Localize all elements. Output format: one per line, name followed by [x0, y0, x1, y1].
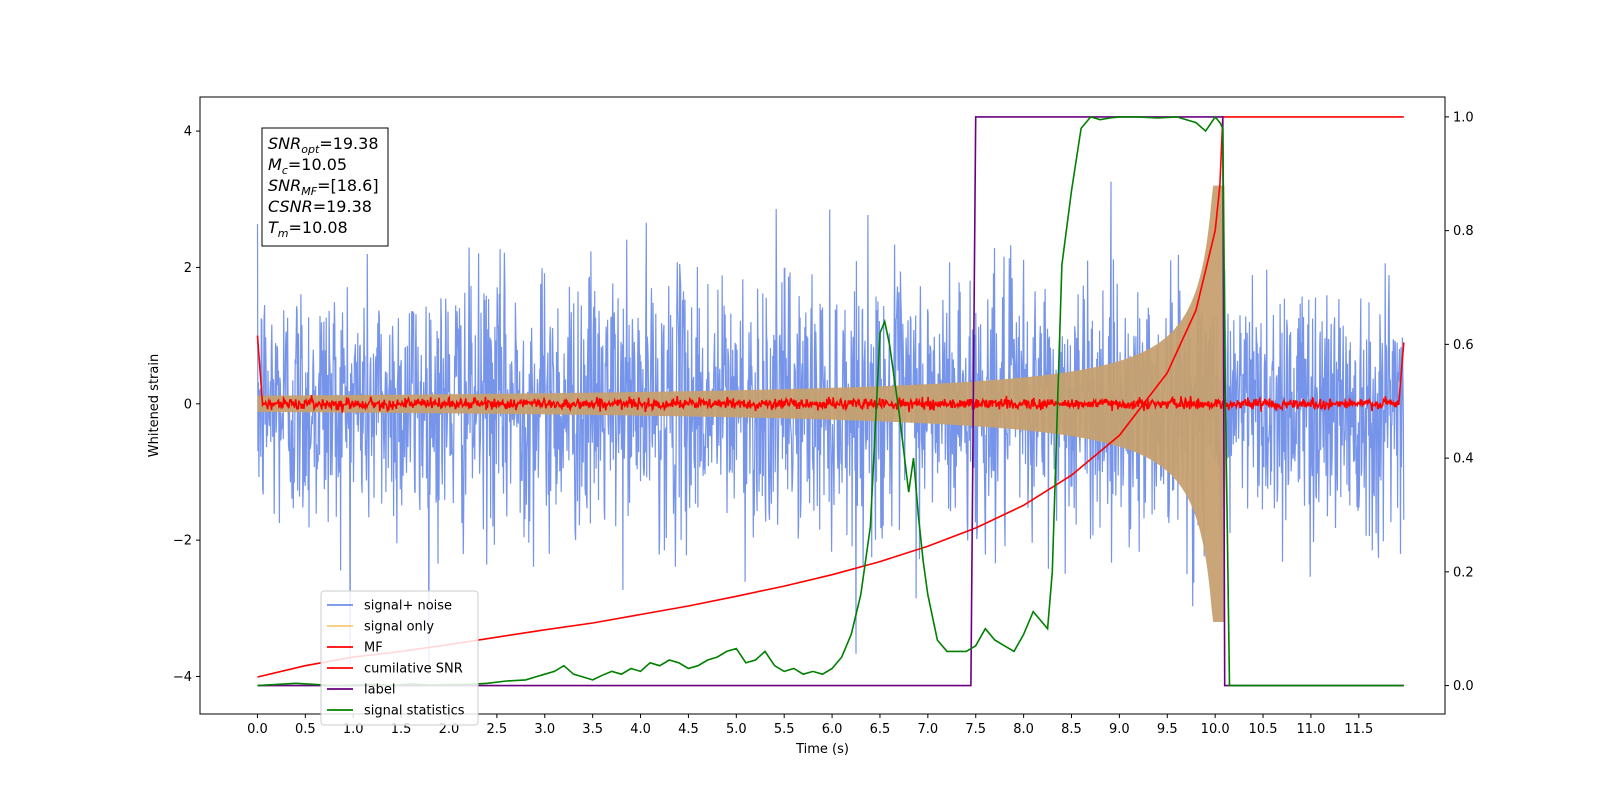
y2-tick-label: 0.8 — [1453, 224, 1474, 239]
y2-tick-label: 0.4 — [1453, 452, 1474, 467]
x-tick-label: 9.0 — [1109, 722, 1130, 737]
y-axis-label: Whitened strain — [147, 354, 162, 457]
annotation-line: CSNR=19.38 — [268, 197, 372, 216]
y-tick-label: 0 — [184, 397, 192, 412]
x-tick-label: 6.0 — [822, 722, 843, 737]
legend-frame — [320, 590, 479, 726]
x-tick-label: 8.0 — [1013, 722, 1034, 737]
y-tick-label: 4 — [184, 125, 192, 140]
x-tick-label: 10.0 — [1201, 722, 1230, 737]
y2-tick-label: 0.2 — [1453, 565, 1474, 580]
annotation-value: =10.08 — [289, 218, 348, 237]
legend-entry: label — [364, 683, 395, 698]
legend: signal+ noise signal only MF cumilative SNR… — [320, 590, 479, 726]
series-mf — [256, 335, 1405, 414]
y2-tick-label: 0.6 — [1453, 338, 1474, 353]
y-tick-label: −2 — [173, 534, 192, 549]
y-tick-label: 2 — [184, 261, 192, 276]
series-signal-statistics — [257, 115, 1404, 687]
legend-entry: MF — [364, 641, 383, 656]
annotation-box: SNRopt=19.38Mc=10.05SNRMF=[18.6]CSNR=19.… — [261, 127, 389, 247]
annotation-symbol: M — [268, 155, 282, 174]
y2-tick-label: 0.0 — [1453, 679, 1474, 694]
annotation-symbol: T — [268, 218, 279, 237]
x-tick-label: 9.5 — [1157, 722, 1178, 737]
x-tick-label: 4.5 — [678, 722, 699, 737]
x-axis: 0.0 0.5 1.0 1.5 2.0 2.5 3.0 3.5 4.0 4.5 5.0 5.5 6.0 6… — [247, 714, 1373, 737]
x-tick-label: 4.0 — [630, 722, 651, 737]
annotation-line: Tm=10.08 — [268, 218, 348, 240]
x-tick-label: 11.5 — [1344, 722, 1373, 737]
annotation-line: Mc=10.05 — [268, 155, 347, 177]
legend-entry: signal only — [364, 620, 434, 635]
annotation-line: SNRMF=[18.6] — [268, 176, 379, 198]
x-axis-label: Time (s) — [795, 742, 849, 757]
annotation-symbol: SNR — [268, 176, 301, 195]
annotation-frame — [261, 127, 389, 247]
x-tick-label: 1.0 — [343, 722, 364, 737]
x-tick-label: 6.5 — [870, 722, 891, 737]
annotation-subscript: m — [278, 227, 289, 240]
annotation-subscript: c — [282, 164, 288, 177]
legend-entry: signal statistics — [364, 704, 465, 719]
x-tick-label: 3.0 — [534, 722, 555, 737]
annotation-value: =10.05 — [288, 155, 347, 174]
annotation-symbol: SNR — [268, 134, 301, 153]
annotation-subscript: MF — [301, 185, 317, 198]
annotation-line: SNRopt=19.38 — [268, 134, 379, 156]
x-tick-label: 7.0 — [918, 722, 939, 737]
x-tick-label: 5.5 — [774, 722, 795, 737]
y-axis-left: −4 −2 0 2 4 — [173, 125, 200, 685]
x-tick-label: 3.5 — [582, 722, 603, 737]
x-tick-label: 0.5 — [295, 722, 316, 737]
x-tick-label: 0.0 — [247, 722, 268, 737]
annotation-value: =19.38 — [319, 134, 378, 153]
x-tick-label: 2.0 — [439, 722, 460, 737]
x-tick-label: 2.5 — [487, 722, 508, 737]
legend-entry: cumilative SNR — [364, 662, 463, 677]
annotation-value: =[18.6] — [317, 176, 379, 195]
x-tick-label: 8.5 — [1061, 722, 1082, 737]
x-tick-label: 1.5 — [391, 722, 412, 737]
legend-entry: signal+ noise — [364, 599, 452, 614]
plot-frame — [199, 96, 1446, 715]
x-tick-label: 11.0 — [1296, 722, 1325, 737]
y-axis-right: 0.0 0.2 0.4 0.6 0.8 1.0 — [1445, 110, 1474, 694]
annotation-symbol: CSNR — [268, 197, 313, 216]
annotation-subscript: opt — [301, 143, 320, 156]
x-tick-label: 5.0 — [726, 722, 747, 737]
x-tick-label: 7.5 — [965, 722, 986, 737]
y-tick-label: −4 — [173, 670, 192, 685]
annotation-value: =19.38 — [313, 197, 372, 216]
x-tick-label: 10.5 — [1249, 722, 1278, 737]
y2-tick-label: 1.0 — [1453, 110, 1474, 125]
